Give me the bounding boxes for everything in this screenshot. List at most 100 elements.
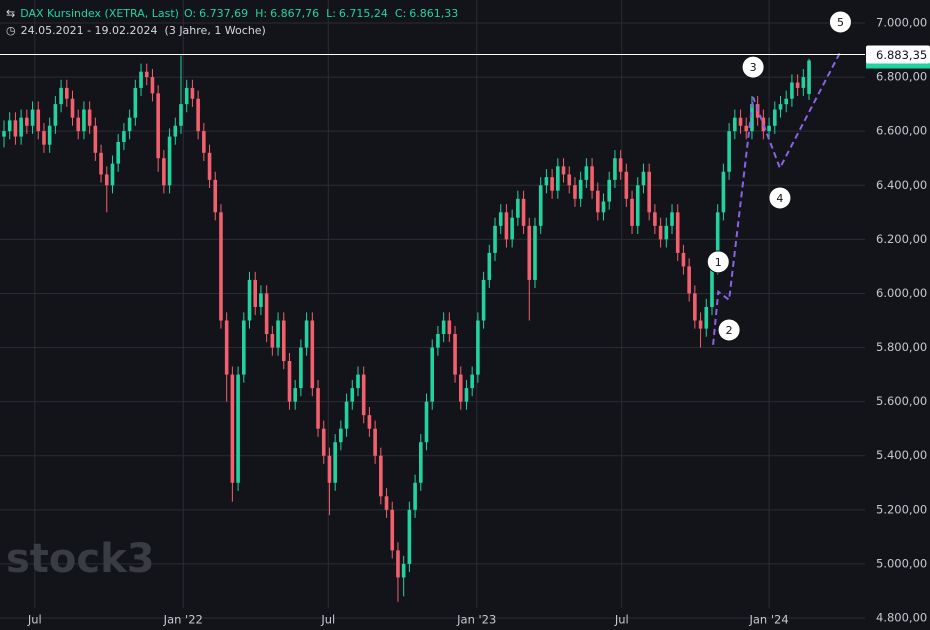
candle-body [224,320,229,375]
candle-body [487,252,492,280]
candle-body [361,374,366,416]
header: ⇆ DAX Kursindex (XETRA, Last) O: 6.737,69 H:… [6,5,470,39]
x-tick-label: Jan '24 [748,613,788,627]
candle-body [19,117,23,137]
candle-body [356,374,360,389]
candle-body [47,125,52,145]
candle-body [99,152,103,175]
ohlc-values: O: 6.737,69 H: 6.867,76 L: 6.715,24 C: 6.861,33 [184,7,465,20]
candle-body [624,171,629,199]
candle-body [807,60,811,94]
candle-body [464,388,469,402]
candle-body [196,98,200,132]
ohlc-text: 6.737,69 [199,7,249,20]
candle-body [407,509,412,564]
candle-body [618,158,623,172]
candle-body [458,374,463,402]
candle-body [561,166,566,175]
candle-body [396,550,400,578]
candle-body [127,117,132,132]
candle-body [556,166,560,191]
candle-body [790,82,794,99]
candle-body [162,158,166,186]
candle-body [613,158,617,180]
candle-body [93,125,98,153]
x-tick-label: Jan '23 [456,613,496,627]
candle-body [253,279,258,307]
candle-body [772,109,777,126]
candle-body [401,563,406,578]
candle-body [333,442,337,483]
y-tick-label: 4.800,00 [876,611,927,625]
icon: ◷ [6,24,16,37]
candle-body [202,131,206,153]
ohlc-text: 6.867,76 [270,7,320,20]
candle-body [630,198,634,226]
wave-label: 3 [750,61,757,74]
candle-body [413,482,417,510]
ohlc-key: L: [326,7,336,20]
y-tick-label: 5.600,00 [876,394,927,408]
icon: ⇆ [6,7,16,20]
candle-body [30,109,35,126]
candle-body [316,388,320,429]
candle-body [476,320,480,375]
candle-body [590,166,594,191]
candle-body [550,177,554,191]
candle-body [750,104,754,132]
candle-body [447,320,452,335]
candle-body [721,171,726,213]
ohlc-text: 6.715,24 [338,7,388,20]
candle-body [70,98,75,118]
candle-body [367,415,372,429]
candle-body [538,185,543,226]
candle-body [390,509,395,551]
y-tick-label: 6.000,00 [876,286,927,300]
candle-body [641,171,646,186]
candle-body [293,388,297,402]
candle-body [710,266,714,307]
candle-body [715,212,720,267]
candle-body [304,320,309,348]
y-tick-label: 5.800,00 [876,340,927,354]
candle-body [287,361,292,402]
wave-marker [768,186,792,210]
candle-body [213,179,218,213]
price-line-label: 6.883,35 [876,48,927,62]
y-tick-label: 5.000,00 [876,556,927,570]
candle-body [738,117,743,126]
candle-body [82,109,86,132]
candle-body [144,71,149,78]
candle-body [430,347,435,402]
x-tick-label: Jan '22 [163,613,203,627]
candle-body [53,104,58,126]
candle-body [470,374,474,389]
candle-body [384,496,389,510]
candle-body [321,428,326,456]
ohlc-text: 6.861,33 [409,7,459,20]
candle-body [424,401,429,443]
candle-body [25,117,29,126]
candle-body [241,320,246,375]
candle-body [270,334,275,348]
candle-body [733,117,737,132]
candle-body [498,212,503,226]
grid [0,0,865,619]
wave-marker [717,318,741,342]
candle-body [801,77,806,88]
candle-body [573,185,577,199]
candle-body [104,174,109,186]
candle-body [150,77,155,94]
candle-body [601,201,606,213]
wave-line [712,51,842,345]
candle-body [516,198,520,218]
candle-body [635,185,640,226]
y-tick-label: 6.400,00 [876,178,927,192]
y-tick-label: 5.400,00 [876,448,927,462]
y-tick-label: 5.200,00 [876,502,927,516]
candle-body [65,87,69,99]
candle-body [767,125,771,132]
candle-body [247,279,252,321]
candle-body [784,98,789,105]
